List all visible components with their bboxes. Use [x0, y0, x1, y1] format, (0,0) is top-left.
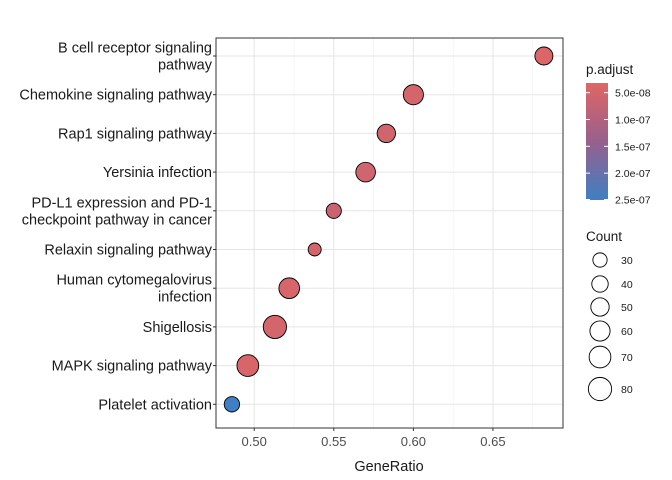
color-tick-label: 2.0e-07 [615, 168, 651, 180]
size-key-label: 60 [621, 326, 633, 338]
x-axis: 0.50 0.55 0.60 0.65 [242, 428, 506, 449]
y-category-label: PD-L1 expression and PD-1 [31, 195, 212, 211]
data-point [402, 84, 424, 106]
y-category-label: Shigellosis [143, 320, 212, 336]
y-category-label: B cell receptor signaling [58, 41, 212, 57]
size-key-circle [592, 252, 608, 268]
size-legend: Count 30 40 50 60 70 80 [586, 229, 633, 402]
color-tick-label: 1.0e-07 [615, 114, 651, 126]
x-tick-label: 0.50 [242, 434, 267, 449]
plot-panel-border [215, 37, 564, 429]
data-point [307, 242, 322, 257]
data-point [236, 354, 260, 377]
size-key-label: 70 [621, 352, 633, 364]
points-layer [223, 46, 554, 413]
color-tick-label: 1.5e-07 [615, 141, 651, 153]
size-key-circle [589, 320, 611, 342]
size-key-label: 80 [621, 384, 633, 396]
data-point [376, 123, 396, 144]
grid-layer [216, 38, 563, 428]
y-category-label: Platelet activation [98, 397, 212, 413]
x-axis-title: GeneRatio [354, 459, 423, 475]
size-key-label: 50 [621, 302, 633, 314]
y-category-label: Human cytomegalovirus [56, 273, 212, 289]
x-tick-label: 0.65 [480, 434, 505, 449]
size-legend-title: Count [586, 229, 622, 244]
color-legend: p.adjust 5.0e-08 1.0e-07 1.5e-07 2.0e-07 2.5… [586, 62, 651, 207]
data-point [355, 161, 376, 183]
color-tick-label: 2.5e-07 [615, 195, 651, 207]
data-point [534, 46, 554, 66]
y-category-label: Yersinia infection [103, 165, 212, 181]
y-category-label: infection [158, 290, 212, 306]
x-tick-label: 0.55 [321, 434, 346, 449]
data-point [278, 277, 300, 299]
data-point [223, 396, 241, 413]
size-key-circle [590, 297, 610, 317]
y-category-label: Rap1 signaling pathway [58, 126, 213, 142]
size-key-circle [588, 345, 612, 369]
y-category-label: checkpoint pathway in cancer [22, 212, 212, 228]
size-key-label: 30 [621, 255, 633, 267]
size-legend-keys: 30 40 50 60 70 80 [587, 252, 633, 402]
x-tick-label: 0.60 [401, 434, 426, 449]
color-legend-title: p.adjust [586, 62, 634, 77]
size-key-circle [587, 376, 613, 402]
size-key-label: 40 [621, 279, 633, 291]
y-category-label: Relaxin signaling pathway [44, 243, 212, 259]
y-category-label: pathway [158, 58, 213, 74]
color-tick-label: 5.0e-08 [615, 88, 651, 100]
data-point [262, 314, 287, 339]
size-key-circle [591, 275, 609, 293]
y-category-label: Chemokine signaling pathway [19, 88, 212, 104]
y-category-label: MAPK signaling pathway [52, 359, 213, 375]
color-bar [586, 83, 608, 200]
color-legend-ticks: 5.0e-08 1.0e-07 1.5e-07 2.0e-07 2.5e-07 [586, 88, 651, 207]
data-point [325, 202, 342, 219]
